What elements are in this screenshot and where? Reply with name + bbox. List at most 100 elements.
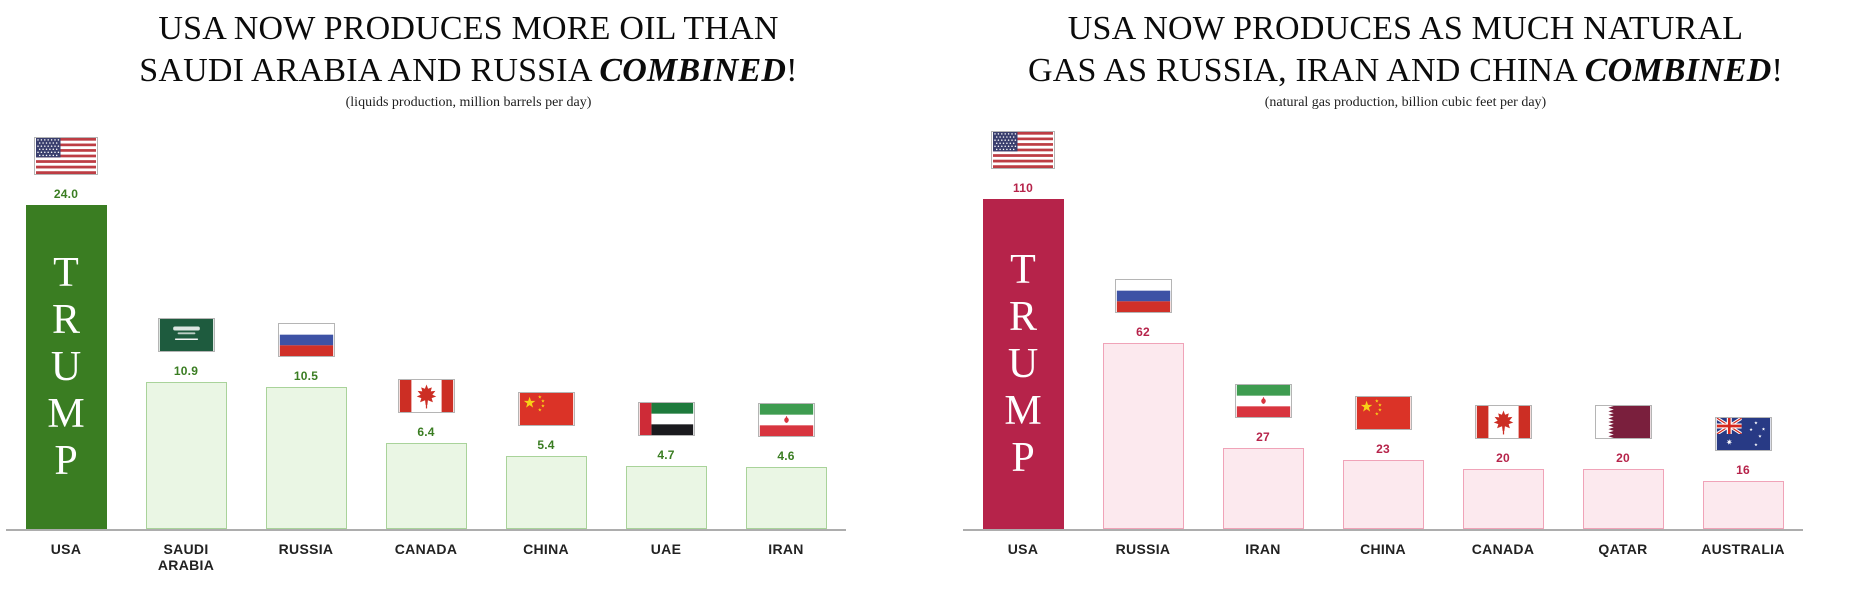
title-line2: GAS AS RUSSIA, IRAN AND CHINA bbox=[1027, 52, 1585, 89]
bar bbox=[1702, 481, 1784, 529]
iran-flag bbox=[1234, 384, 1292, 418]
category-label: SAUDI ARABIA bbox=[157, 541, 215, 574]
bar-value-label: 20 bbox=[1616, 451, 1630, 465]
canada-flag bbox=[397, 378, 455, 413]
hero-bar-letter: T bbox=[53, 249, 79, 296]
bar bbox=[1102, 343, 1184, 529]
title-line2: SAUDI ARABIA AND RUSSIA bbox=[139, 52, 600, 89]
bar-column: 5.4 bbox=[486, 392, 606, 529]
bar-value-label: 16 bbox=[1736, 463, 1750, 477]
bar-value-label: 10.9 bbox=[173, 363, 199, 378]
bar-column: 62 bbox=[1083, 279, 1203, 529]
russia-flag bbox=[277, 323, 335, 358]
canada-flag bbox=[1474, 405, 1532, 439]
bar-column: 24.0 T R U M P bbox=[6, 137, 126, 529]
hero-bar-letter: P bbox=[1011, 434, 1035, 481]
hero-bar-letter: M bbox=[47, 390, 85, 437]
category-label: UAE bbox=[650, 541, 682, 557]
bar-value-label: 10.5 bbox=[293, 369, 319, 384]
bar-value-label: 4.6 bbox=[777, 448, 795, 463]
bar-column: 27 bbox=[1203, 384, 1323, 529]
chart-subtitle: (liquids production, million barrels per… bbox=[345, 95, 592, 110]
usa-flag bbox=[34, 137, 98, 175]
australia-flag bbox=[1714, 417, 1772, 451]
plot-wrap: 110 T R U M P 62 27 23 20 20 16 USA RUSSIA IRAN… bbox=[937, 129, 1874, 557]
china-flag bbox=[1354, 396, 1412, 430]
category-label: CANADA bbox=[394, 541, 458, 557]
title-exclamation: ! bbox=[786, 52, 798, 89]
hero-bar-letter: R bbox=[51, 296, 80, 343]
saudi-arabia-flag bbox=[157, 317, 215, 352]
category-label: CHINA bbox=[1360, 541, 1406, 557]
hero-bar-letter: T bbox=[1010, 246, 1036, 293]
bar-column: 20 bbox=[1563, 405, 1683, 529]
bar bbox=[1222, 448, 1304, 529]
bar bbox=[1342, 460, 1424, 529]
bar-value-label: 24.0 bbox=[53, 187, 79, 201]
bar bbox=[1582, 469, 1664, 529]
category-label: AUSTRALIA bbox=[1701, 541, 1785, 557]
bar bbox=[505, 456, 587, 529]
bar-value-label: 5.4 bbox=[537, 438, 555, 453]
hero-bar-letter: R bbox=[1008, 293, 1037, 340]
bar bbox=[265, 387, 347, 529]
bar bbox=[145, 381, 227, 529]
category-label: CHINA bbox=[523, 541, 569, 557]
plot-wrap: 24.0 T R U M P 10.9 10.5 6.4 5.4 4.7 4.6 USA S… bbox=[0, 129, 937, 573]
category-label: QATAR bbox=[1598, 541, 1648, 557]
gas-production-chart: USA NOW PRODUCES AS MUCH NATURAL GAS AS R… bbox=[937, 0, 1874, 600]
bar-column: 110 T R U M P bbox=[963, 131, 1083, 529]
bar-value-label: 20 bbox=[1496, 451, 1510, 465]
qatar-flag bbox=[1594, 405, 1652, 439]
usa-flag bbox=[991, 131, 1055, 169]
chart-title: USA NOW PRODUCES AS MUCH NATURAL GAS AS R… bbox=[937, 8, 1874, 92]
bar-value-label: 23 bbox=[1376, 442, 1390, 456]
oil-chart-header: USA NOW PRODUCES MORE OIL THAN SAUDI ARAB… bbox=[0, 0, 937, 111]
title-line1: USA NOW PRODUCES MORE OIL THAN bbox=[158, 10, 779, 47]
title-emphasis: COMBINED bbox=[1584, 52, 1772, 89]
bar-column: 4.6 bbox=[726, 402, 846, 529]
bar-value-label: 27 bbox=[1256, 430, 1270, 444]
bar-value-label: 6.4 bbox=[417, 424, 435, 439]
category-labels: USA SAUDI ARABIA RUSSIA CANADA CHINA UAE IRAN bbox=[6, 541, 937, 573]
chart-title: USA NOW PRODUCES MORE OIL THAN SAUDI ARAB… bbox=[0, 8, 937, 92]
hero-bar-letter: M bbox=[1004, 387, 1042, 434]
russia-flag bbox=[1114, 279, 1172, 313]
chart-subtitle: (natural gas production, billion cubic f… bbox=[1264, 95, 1547, 110]
gas-chart-header: USA NOW PRODUCES AS MUCH NATURAL GAS AS R… bbox=[937, 0, 1874, 111]
hero-bar-letter: U bbox=[50, 343, 82, 390]
category-label: CANADA bbox=[1471, 541, 1535, 557]
category-label: RUSSIA bbox=[1115, 541, 1171, 557]
category-label: RUSSIA bbox=[278, 541, 334, 557]
oil-production-chart: USA NOW PRODUCES MORE OIL THAN SAUDI ARAB… bbox=[0, 0, 937, 573]
category-label: IRAN bbox=[1245, 541, 1281, 557]
bar bbox=[385, 442, 467, 529]
bar-value-label: 4.7 bbox=[657, 447, 675, 462]
hero-bar-letter: P bbox=[54, 437, 78, 484]
bar-value-label: 110 bbox=[1013, 181, 1033, 195]
title-exclamation: ! bbox=[1771, 52, 1783, 89]
plot-area: 110 T R U M P 62 27 23 20 20 16 bbox=[963, 129, 1803, 531]
bar bbox=[745, 466, 827, 529]
category-label: USA bbox=[50, 541, 82, 557]
bar-column: 20 bbox=[1443, 405, 1563, 529]
bar bbox=[625, 465, 707, 529]
category-label: USA bbox=[1007, 541, 1039, 557]
bar-column: 6.4 bbox=[366, 378, 486, 529]
plot-area: 24.0 T R U M P 10.9 10.5 6.4 5.4 4.7 4.6 bbox=[6, 129, 846, 531]
bar-value-label: 62 bbox=[1136, 325, 1150, 339]
iran-flag bbox=[757, 402, 815, 437]
china-flag bbox=[517, 392, 575, 427]
category-labels: USA RUSSIA IRAN CHINA CANADA QATAR AUSTRALIA bbox=[963, 541, 1874, 557]
title-emphasis: COMBINED bbox=[599, 52, 787, 89]
bar-column: 4.7 bbox=[606, 401, 726, 529]
hero-bar-letter: U bbox=[1007, 340, 1039, 387]
title-line1: USA NOW PRODUCES AS MUCH NATURAL bbox=[1067, 10, 1744, 47]
bar-column: 10.5 bbox=[246, 323, 366, 529]
category-label: IRAN bbox=[768, 541, 804, 557]
uae-flag bbox=[637, 401, 695, 436]
bar-column: 16 bbox=[1683, 417, 1803, 529]
